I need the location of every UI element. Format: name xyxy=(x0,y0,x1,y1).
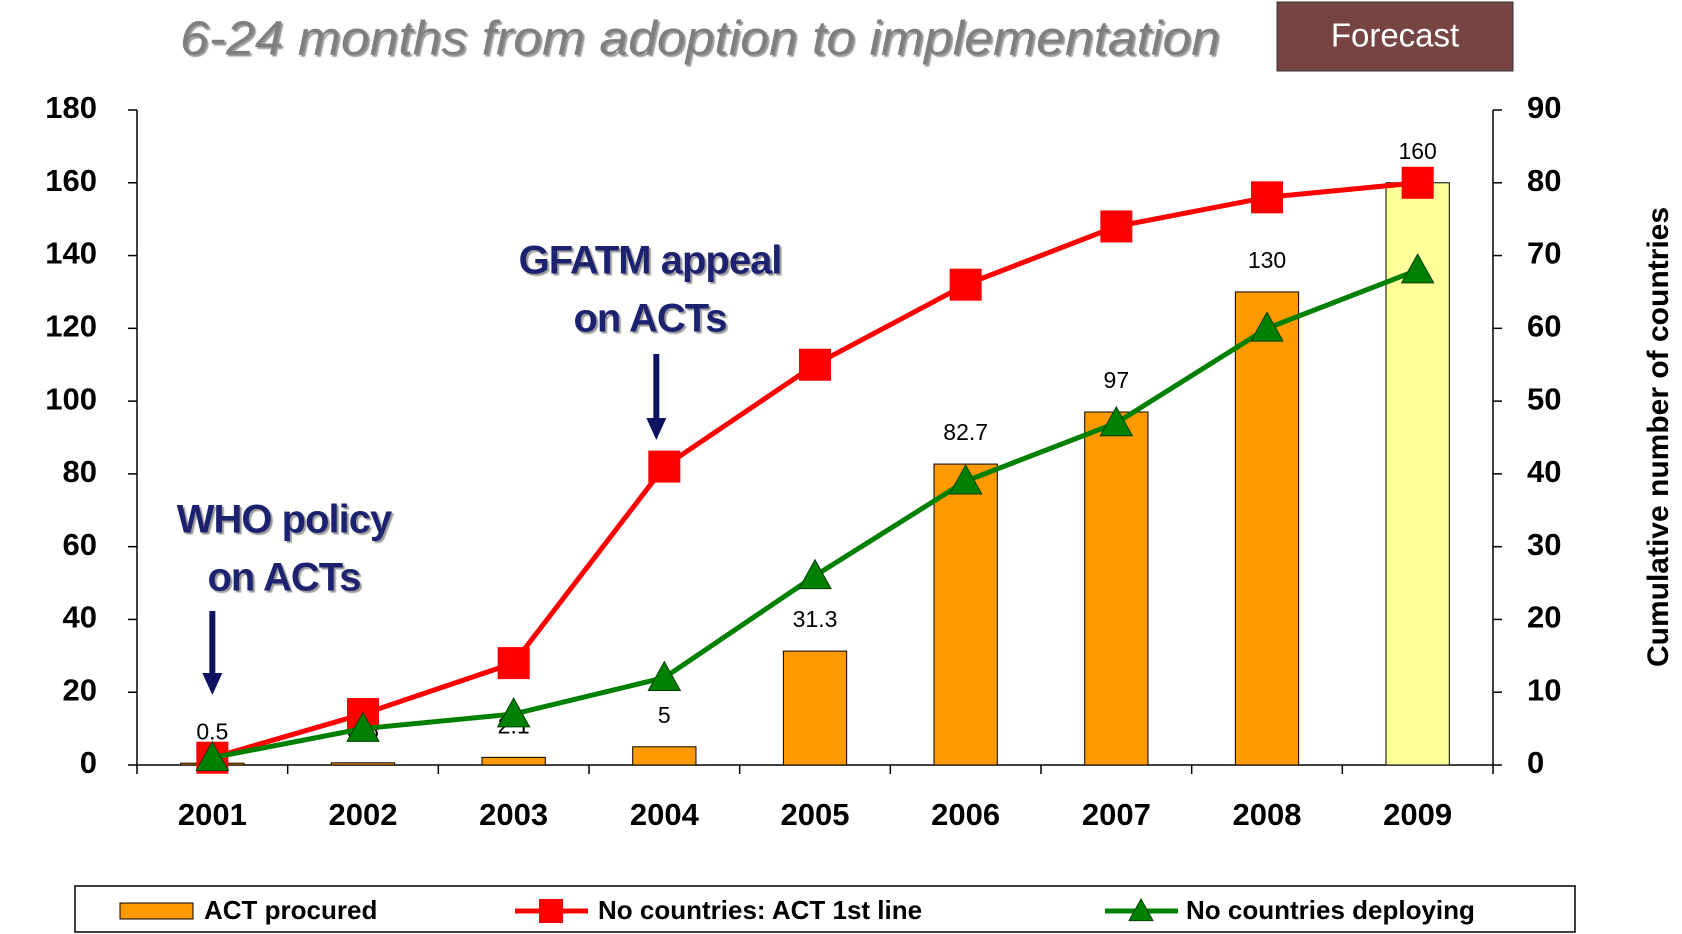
marker xyxy=(647,660,682,691)
marker xyxy=(346,711,380,742)
marker xyxy=(799,348,831,381)
annotation: WHO policy xyxy=(177,498,393,542)
legend-swatch xyxy=(119,902,194,920)
y2-tick-label: 80 xyxy=(1527,163,1561,198)
x-tick-label: 2007 xyxy=(1082,797,1151,832)
marker xyxy=(1251,181,1283,214)
x-tick-label: 2004 xyxy=(630,797,700,832)
forecast-box xyxy=(1276,1,1514,72)
bar xyxy=(782,650,848,766)
bar xyxy=(1084,411,1149,766)
annotation: GFATM appeal xyxy=(519,239,782,283)
y-tick-label: 100 xyxy=(45,381,97,416)
marker xyxy=(1401,166,1434,199)
y-tick-label: 40 xyxy=(63,600,97,635)
x-tick-label: 2006 xyxy=(931,797,1000,832)
marker xyxy=(949,268,982,301)
marker xyxy=(948,464,983,495)
chart-title: 6-24 months from adoption to implementat… xyxy=(180,13,1220,66)
marker xyxy=(496,697,531,728)
marker xyxy=(195,740,230,772)
y-tick-label: 60 xyxy=(63,527,97,562)
bar-value-label: 31.3 xyxy=(793,606,838,632)
bar xyxy=(632,746,697,766)
y2-tick-label: 40 xyxy=(1527,454,1561,489)
marker xyxy=(1250,311,1284,342)
y2-tick-label: 50 xyxy=(1527,381,1561,416)
y2-tick-label: 70 xyxy=(1527,236,1561,271)
bar-value-label: 160 xyxy=(1398,138,1436,164)
x-tick-label: 2008 xyxy=(1233,797,1302,832)
x-tick-label: 2001 xyxy=(178,797,247,832)
y-tick-label: 120 xyxy=(45,309,97,344)
y-tick-label: 160 xyxy=(45,163,97,198)
marker xyxy=(648,450,681,483)
y2-tick-label: 90 xyxy=(1527,90,1561,125)
legend xyxy=(74,885,1576,933)
bar-value-label: 97 xyxy=(1104,367,1130,393)
y2-tick-label: 30 xyxy=(1527,527,1561,562)
x-tick-label: 2005 xyxy=(781,797,850,832)
legend-label: ACT procured xyxy=(204,895,377,925)
y-tick-label: 0 xyxy=(80,745,97,780)
y2-tick-label: 20 xyxy=(1527,600,1561,635)
marker xyxy=(539,899,563,923)
x-tick-label: 2009 xyxy=(1383,797,1452,832)
marker xyxy=(497,647,530,680)
forecast-label: Forecast xyxy=(1331,17,1459,54)
y-tick-label: 80 xyxy=(63,454,97,489)
bar xyxy=(1234,291,1300,766)
annotation-arrowhead xyxy=(646,418,667,440)
marker xyxy=(798,558,832,590)
bar xyxy=(481,756,546,766)
bar-value-label: 0.5 xyxy=(196,718,228,744)
y2-tick-label: 10 xyxy=(1527,672,1561,707)
annotation: on ACTs xyxy=(208,556,361,600)
y-tick-label: 180 xyxy=(45,90,97,125)
y2-tick-label: 60 xyxy=(1527,309,1561,344)
annotation: on ACTs xyxy=(574,297,727,341)
legend-label: No countries: ACT 1st line xyxy=(598,895,922,925)
y2-axis-label: Cumulative number of countries xyxy=(1642,207,1675,667)
marker xyxy=(1400,253,1435,284)
y2-tick-label: 0 xyxy=(1527,745,1544,780)
bar-value-label: 82.7 xyxy=(943,419,988,445)
annotation-arrowhead xyxy=(202,673,223,695)
marker xyxy=(1100,210,1133,243)
bar xyxy=(330,762,396,766)
x-tick-label: 2003 xyxy=(479,797,548,832)
legend-label: No countries deploying xyxy=(1186,895,1475,925)
bar-value-label: 5 xyxy=(658,702,671,728)
bar-value-label: 130 xyxy=(1248,247,1286,273)
marker xyxy=(1128,897,1154,922)
x-tick-label: 2002 xyxy=(329,797,398,832)
y-tick-label: 20 xyxy=(63,672,97,707)
marker xyxy=(1099,405,1134,437)
bar xyxy=(933,463,998,766)
y-tick-label: 140 xyxy=(45,236,97,271)
